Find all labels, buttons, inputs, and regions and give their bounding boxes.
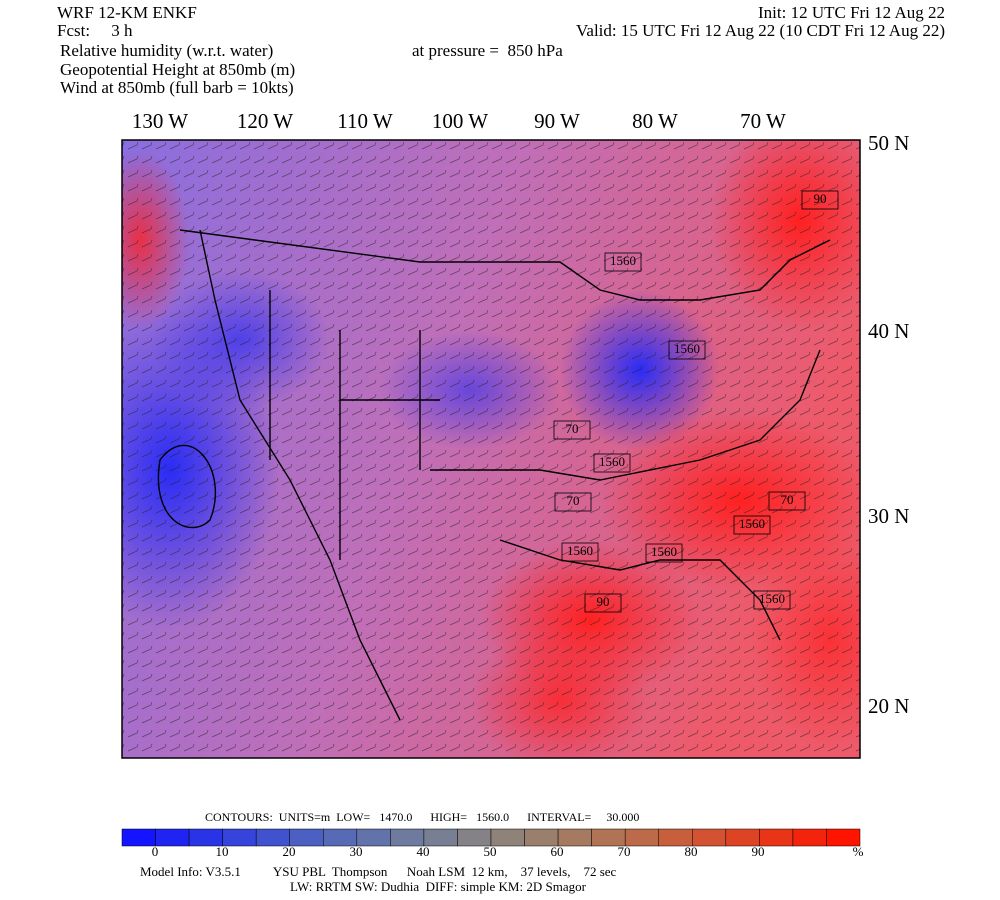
colorbar-unit: % [853,844,864,859]
header-left: Geopotential Height at 850mb (m) [60,60,295,79]
longitude-label: 130 W [132,109,188,133]
header-right: Init: 12 UTC Fri 12 Aug 22 [758,3,945,22]
contour-label-box [801,190,839,210]
colorbar-label: 80 [685,844,698,859]
contours-info: CONTOURS: UNITS=m LOW= 1470.0 HIGH= 1560… [205,810,639,824]
colorbar-box [826,828,861,847]
colorbar-label: 30 [350,844,363,859]
colorbar-label: 60 [551,844,564,859]
header-left: Wind at 850mb (full barb = 10kts) [60,78,294,97]
footer-line: LW: RRTM SW: Dudhia DIFF: simple KM: 2D … [290,879,587,894]
contour-label-box [553,420,591,440]
contour-label-box [593,453,631,473]
contour-label: 70 [566,421,579,436]
contour-label: 90 [597,594,610,609]
header-right: at pressure = 850 hPa [412,41,563,60]
contour-label: 1560 [674,341,700,356]
latitude-label: 40 N [868,319,909,343]
contour-label: 1560 [651,544,677,559]
header-right: Valid: 15 UTC Fri 12 Aug 22 (10 CDT Fri … [576,21,945,40]
contour-label-box [753,590,791,610]
colorbar-label: 50 [484,844,497,859]
colorbar-label: 20 [283,844,296,859]
contour-label-box [561,542,599,562]
contour-label: 1560 [739,516,765,531]
longitude-label: 100 W [432,109,488,133]
latitude-label: 20 N [868,694,909,718]
colorbar-box [155,828,190,847]
contour-label: 1560 [599,454,625,469]
contour-label: 70 [567,493,580,508]
longitude-label: 90 W [534,109,580,133]
contour-label: 1560 [567,543,593,558]
colorbar-label: 90 [752,844,765,859]
header-left: Relative humidity (w.r.t. water) [60,41,273,60]
map-field [122,140,860,758]
colorbar [121,828,861,847]
header-left: WRF 12-KM ENKF [57,3,197,22]
contour-label-box [554,492,592,512]
contour-label: 70 [781,492,794,507]
contour-label-box [768,491,806,511]
colorbar-label: 0 [152,844,159,859]
colorbar-label: 70 [618,844,631,859]
colorbar-label: 10 [216,844,229,859]
contour-label: 1560 [610,253,636,268]
footer-line: Model Info: V3.5.1 YSU PBL Thompson Noah… [140,864,617,879]
contour-label-box [584,593,622,613]
colorbar-label: 40 [417,844,430,859]
longitude-label: 80 W [632,109,678,133]
colorbar-box [121,828,156,847]
latitude-label: 30 N [868,504,909,528]
header-left: Fcst: 3 h [57,21,133,40]
contour-label-box [668,340,706,360]
contour-label: 90 [814,191,827,206]
contour-label: 1560 [759,591,785,606]
longitude-label: 110 W [337,109,393,133]
latitude-label: 50 N [868,131,909,155]
contour-label-box [645,543,683,563]
map-frame [121,139,861,759]
contour-label-box [604,252,642,272]
longitude-label: 120 W [237,109,293,133]
colorbar-box [792,828,827,847]
contour-label-box [733,515,771,535]
longitude-label: 70 W [740,109,786,133]
